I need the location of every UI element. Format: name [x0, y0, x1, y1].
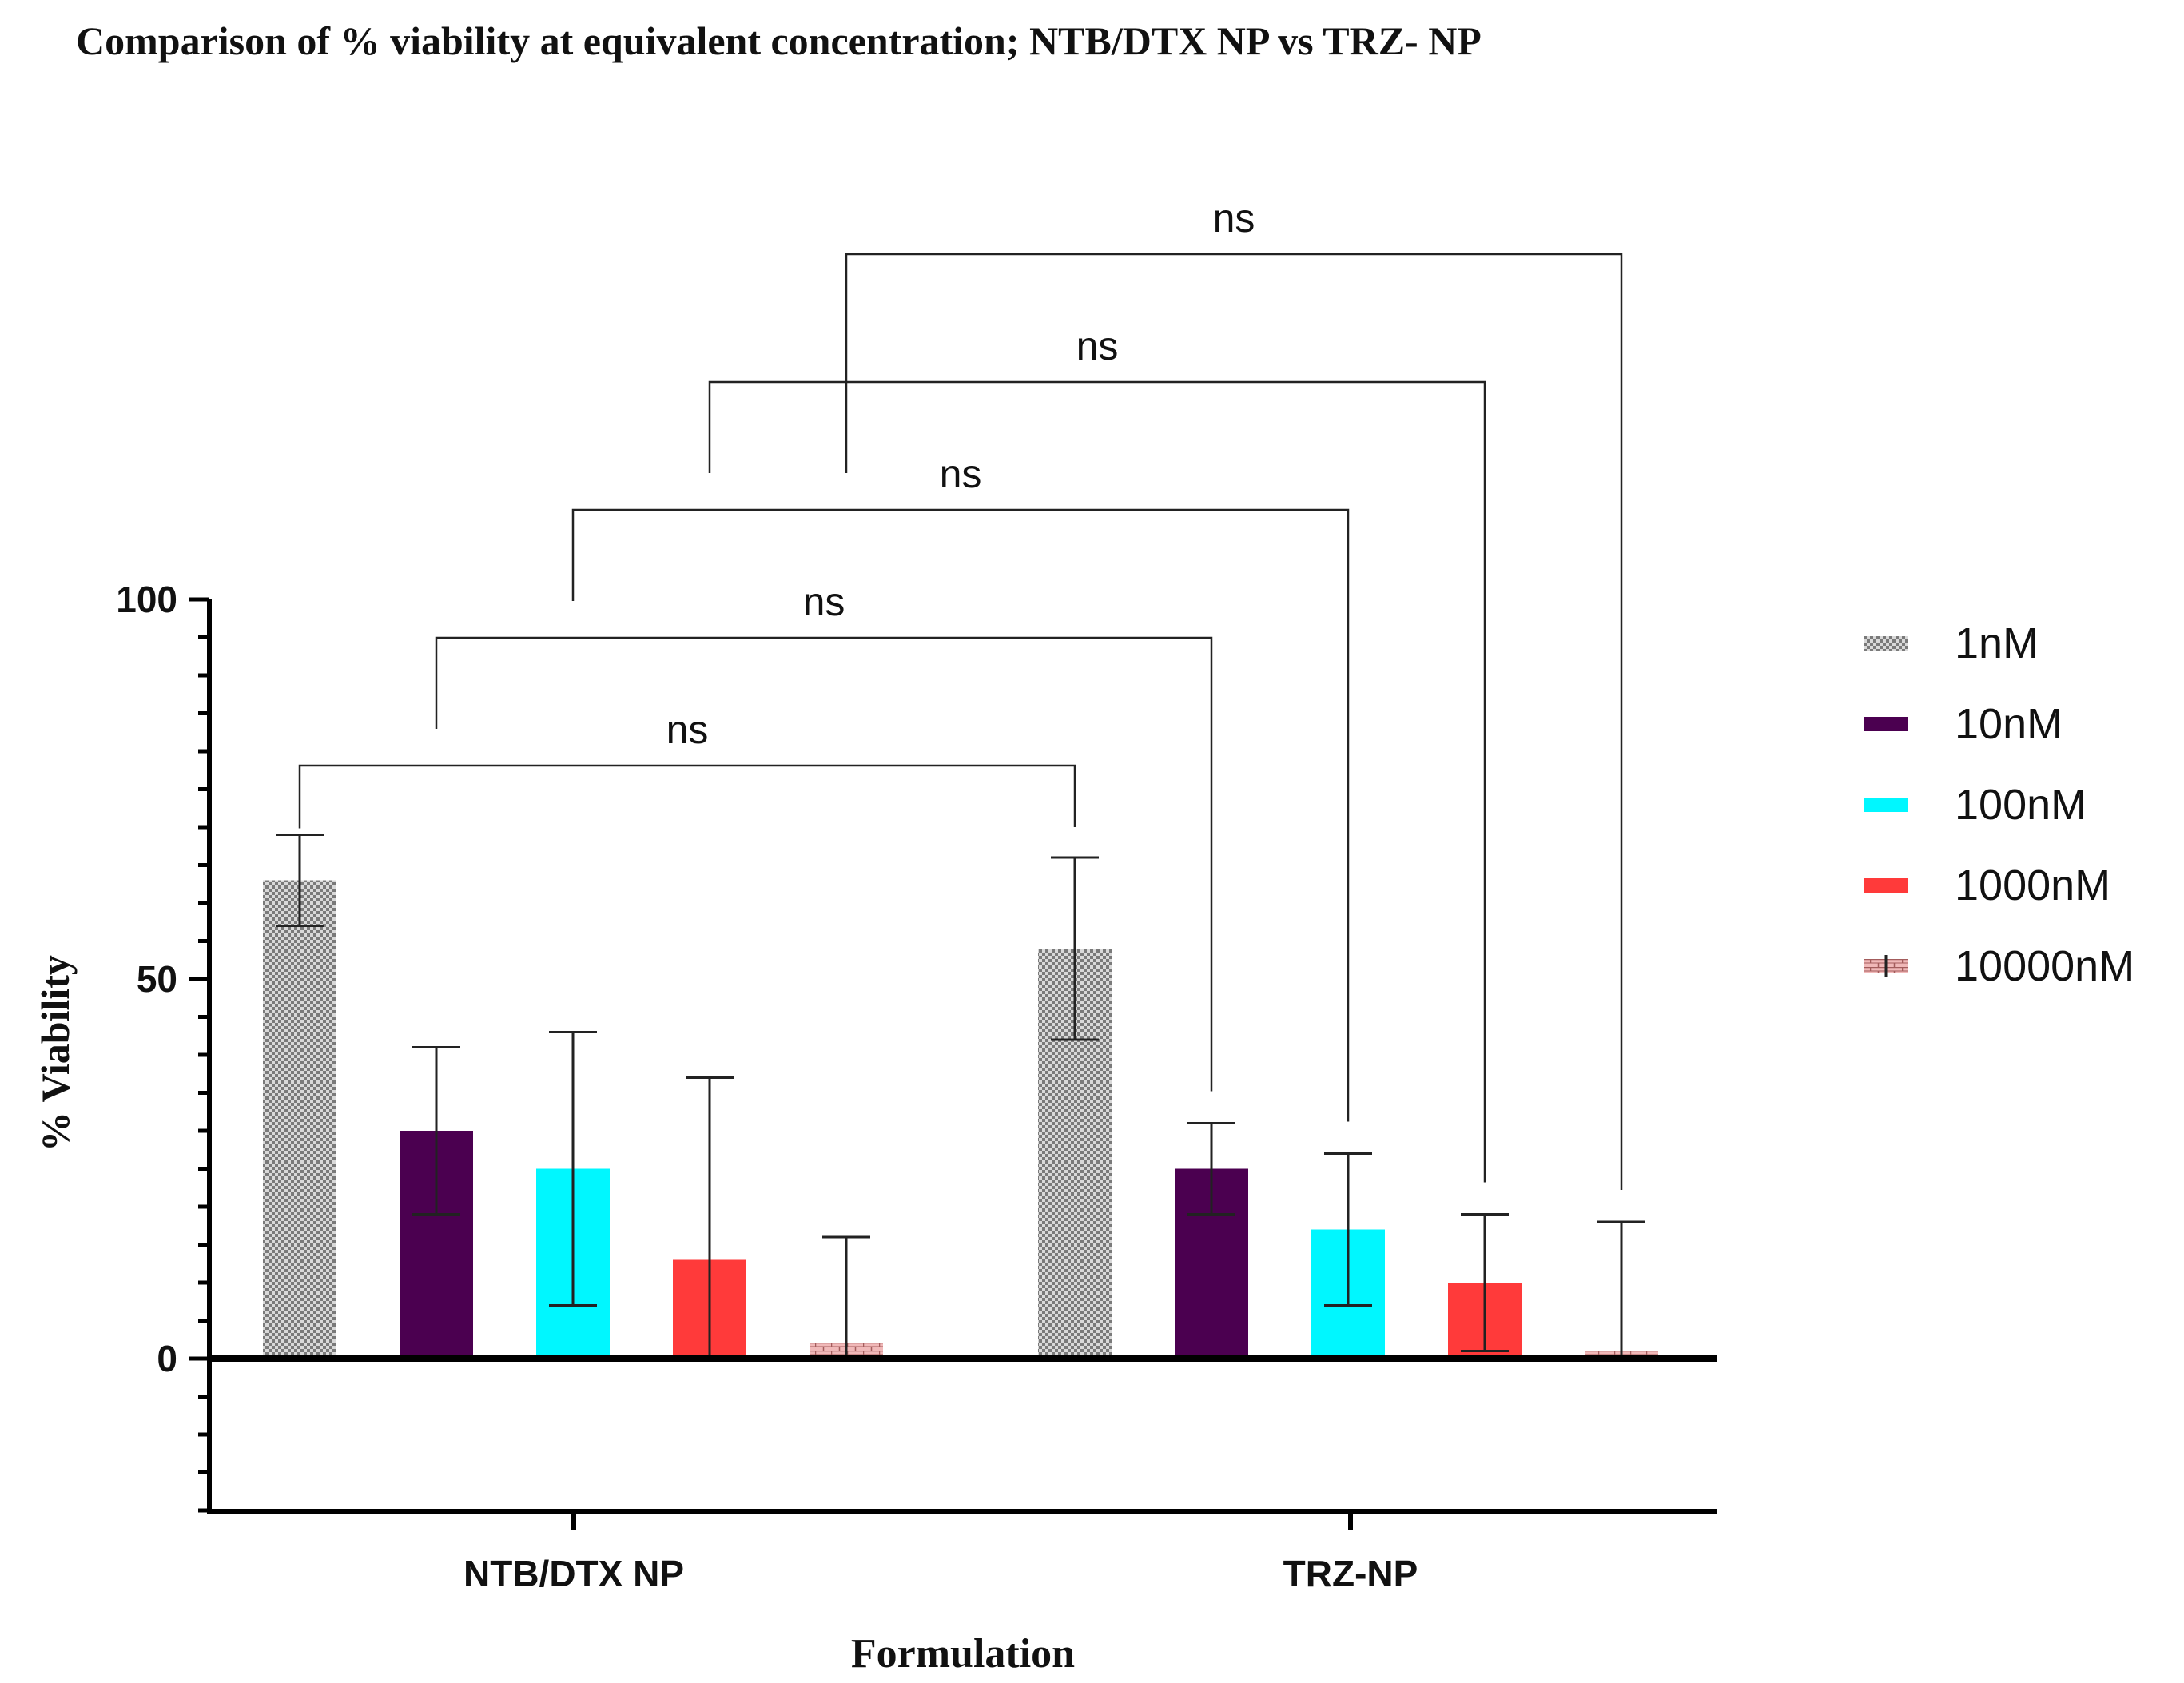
x-category-label: NTB/DTX NP [463, 1553, 684, 1594]
legend-label: 100nM [1955, 781, 2087, 829]
y-axis-label: % Viability [33, 955, 78, 1152]
error-bar [822, 1235, 870, 1359]
significance-bracket [708, 380, 1486, 1183]
bracket-line [298, 764, 1076, 829]
legend-swatch [1864, 636, 1908, 651]
error-bar [1187, 1122, 1235, 1216]
plot-area [263, 834, 1658, 1359]
error-bar [686, 1076, 734, 1359]
legend-label: 10nM [1955, 700, 2063, 748]
error-bar [276, 834, 324, 927]
legend: 1nM 10nM 100nM 1000nM 10000nM [1864, 619, 2134, 990]
chart-title: Comparison of % viability at equivalent … [76, 18, 1482, 63]
y-tick-label: 100 [116, 579, 177, 620]
error-bar [1051, 856, 1099, 1041]
significance-brackets: ns ns ns ns ns [298, 196, 1623, 1190]
x-category-label: TRZ-NP [1283, 1553, 1418, 1594]
legend-item: 10000nM [1864, 942, 2134, 990]
error-bar [1324, 1152, 1372, 1307]
legend-label: 1000nM [1955, 861, 2110, 909]
legend-swatch [1864, 717, 1908, 731]
significance-bracket [435, 636, 1213, 1092]
legend-item: 1000nM [1864, 861, 2110, 909]
y-tick-label: 0 [157, 1338, 177, 1379]
significance-bracket [845, 253, 1623, 1190]
legend-swatch [1864, 798, 1908, 812]
significance-label: ns [940, 452, 982, 496]
legend-label: 10000nM [1955, 942, 2134, 990]
significance-label: ns [1076, 324, 1119, 368]
bar-1nM-ntb-dtx-np [263, 880, 336, 1359]
error-bar [549, 1031, 597, 1307]
error-bar [412, 1046, 460, 1216]
significance-label: ns [803, 579, 845, 624]
error-bar [1597, 1220, 1645, 1359]
bracket-line [571, 508, 1350, 1122]
legend-item: 1nM [1864, 619, 2039, 667]
legend-item: 100nM [1864, 781, 2087, 829]
legend-label: 1nM [1955, 619, 2039, 667]
significance-bracket [571, 508, 1350, 1122]
error-bar [1461, 1213, 1509, 1352]
significance-label: ns [666, 707, 709, 752]
legend-item: 10nM [1864, 700, 2063, 748]
y-tick-label: 50 [137, 958, 177, 1000]
bracket-line [845, 253, 1623, 1190]
legend-swatch [1864, 878, 1908, 893]
axes: % Viability Formulation 0 50 100 NTB/DTX NP… [33, 579, 1717, 1677]
bracket-line [708, 380, 1486, 1183]
significance-label: ns [1213, 196, 1255, 241]
bracket-line [435, 636, 1213, 1092]
significance-bracket [298, 764, 1076, 829]
x-axis-label: Formulation [851, 1631, 1075, 1677]
